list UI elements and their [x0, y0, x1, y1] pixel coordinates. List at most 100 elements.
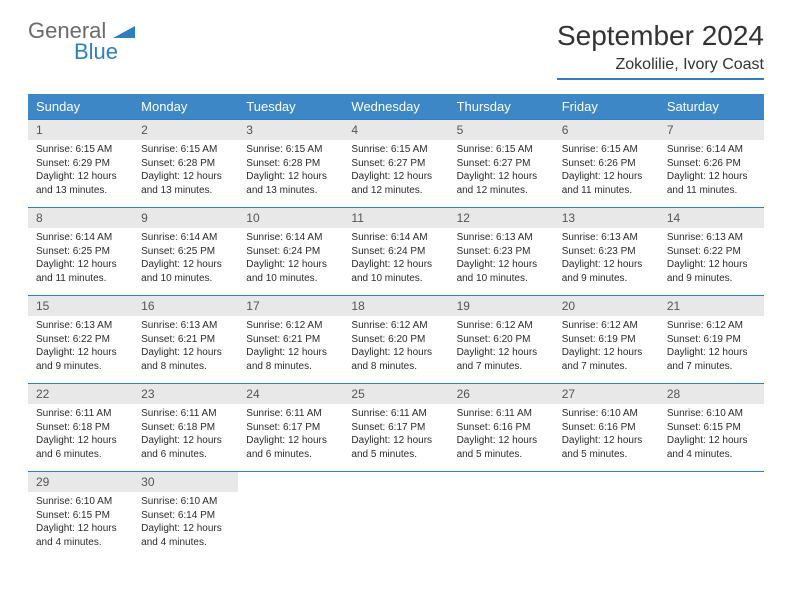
calendar-body: 1Sunrise: 6:15 AMSunset: 6:29 PMDaylight… — [28, 119, 764, 559]
sunrise-line: Sunrise: 6:13 AM — [141, 319, 230, 333]
daylight-line: Daylight: 12 hours and 13 minutes. — [246, 170, 335, 197]
day-cell: 25Sunrise: 6:11 AMSunset: 6:17 PMDayligh… — [343, 383, 448, 471]
day-info: Sunrise: 6:14 AMSunset: 6:26 PMDaylight:… — [659, 140, 764, 203]
day-info: Sunrise: 6:15 AMSunset: 6:28 PMDaylight:… — [238, 140, 343, 203]
day-number: 9 — [133, 208, 238, 228]
daylight-line: Daylight: 12 hours and 4 minutes. — [667, 434, 756, 461]
day-cell: 13Sunrise: 6:13 AMSunset: 6:23 PMDayligh… — [554, 207, 659, 295]
sunset-line: Sunset: 6:26 PM — [562, 157, 651, 171]
weekday-header: Friday — [554, 94, 659, 119]
logo-blue: Blue — [74, 41, 135, 63]
daylight-line: Daylight: 12 hours and 4 minutes. — [36, 522, 125, 549]
day-number: 18 — [343, 296, 448, 316]
sunrise-line: Sunrise: 6:13 AM — [457, 231, 546, 245]
day-info: Sunrise: 6:15 AMSunset: 6:27 PMDaylight:… — [343, 140, 448, 203]
day-number: 27 — [554, 384, 659, 404]
day-cell: 15Sunrise: 6:13 AMSunset: 6:22 PMDayligh… — [28, 295, 133, 383]
weekday-header: Sunday — [28, 94, 133, 119]
day-info: Sunrise: 6:11 AMSunset: 6:17 PMDaylight:… — [343, 404, 448, 467]
day-number: 29 — [28, 472, 133, 492]
day-number: 7 — [659, 120, 764, 140]
sunset-line: Sunset: 6:28 PM — [141, 157, 230, 171]
day-number: 15 — [28, 296, 133, 316]
sunrise-line: Sunrise: 6:14 AM — [667, 143, 756, 157]
sunrise-line: Sunrise: 6:10 AM — [667, 407, 756, 421]
sunset-line: Sunset: 6:17 PM — [351, 421, 440, 435]
daylight-line: Daylight: 12 hours and 5 minutes. — [351, 434, 440, 461]
sunset-line: Sunset: 6:24 PM — [246, 245, 335, 259]
sunset-line: Sunset: 6:15 PM — [36, 509, 125, 523]
weekday-header: Tuesday — [238, 94, 343, 119]
day-info: Sunrise: 6:14 AMSunset: 6:24 PMDaylight:… — [238, 228, 343, 291]
sunset-line: Sunset: 6:22 PM — [36, 333, 125, 347]
day-number: 2 — [133, 120, 238, 140]
empty-cell — [343, 471, 448, 559]
sunrise-line: Sunrise: 6:11 AM — [351, 407, 440, 421]
empty-cell — [238, 471, 343, 559]
day-number: 22 — [28, 384, 133, 404]
daylight-line: Daylight: 12 hours and 9 minutes. — [667, 258, 756, 285]
day-cell: 12Sunrise: 6:13 AMSunset: 6:23 PMDayligh… — [449, 207, 554, 295]
day-info: Sunrise: 6:11 AMSunset: 6:18 PMDaylight:… — [133, 404, 238, 467]
sunset-line: Sunset: 6:21 PM — [246, 333, 335, 347]
sunrise-line: Sunrise: 6:10 AM — [36, 495, 125, 509]
sunset-line: Sunset: 6:28 PM — [246, 157, 335, 171]
daylight-line: Daylight: 12 hours and 10 minutes. — [246, 258, 335, 285]
sunrise-line: Sunrise: 6:12 AM — [562, 319, 651, 333]
day-cell: 3Sunrise: 6:15 AMSunset: 6:28 PMDaylight… — [238, 119, 343, 207]
day-info: Sunrise: 6:15 AMSunset: 6:27 PMDaylight:… — [449, 140, 554, 203]
day-info: Sunrise: 6:13 AMSunset: 6:23 PMDaylight:… — [554, 228, 659, 291]
day-info: Sunrise: 6:12 AMSunset: 6:19 PMDaylight:… — [554, 316, 659, 379]
sunrise-line: Sunrise: 6:11 AM — [141, 407, 230, 421]
day-info: Sunrise: 6:15 AMSunset: 6:26 PMDaylight:… — [554, 140, 659, 203]
day-info: Sunrise: 6:12 AMSunset: 6:21 PMDaylight:… — [238, 316, 343, 379]
calendar-header-row: SundayMondayTuesdayWednesdayThursdayFrid… — [28, 94, 764, 119]
sunrise-line: Sunrise: 6:12 AM — [246, 319, 335, 333]
day-number: 25 — [343, 384, 448, 404]
calendar: SundayMondayTuesdayWednesdayThursdayFrid… — [28, 94, 764, 559]
sunset-line: Sunset: 6:22 PM — [667, 245, 756, 259]
sunrise-line: Sunrise: 6:15 AM — [562, 143, 651, 157]
empty-cell — [659, 471, 764, 559]
day-info: Sunrise: 6:13 AMSunset: 6:21 PMDaylight:… — [133, 316, 238, 379]
daylight-line: Daylight: 12 hours and 12 minutes. — [457, 170, 546, 197]
sunrise-line: Sunrise: 6:14 AM — [141, 231, 230, 245]
day-info: Sunrise: 6:13 AMSunset: 6:22 PMDaylight:… — [659, 228, 764, 291]
day-number: 8 — [28, 208, 133, 228]
daylight-line: Daylight: 12 hours and 8 minutes. — [246, 346, 335, 373]
sunset-line: Sunset: 6:15 PM — [667, 421, 756, 435]
day-number: 17 — [238, 296, 343, 316]
sunrise-line: Sunrise: 6:13 AM — [667, 231, 756, 245]
weekday-header: Wednesday — [343, 94, 448, 119]
sunrise-line: Sunrise: 6:12 AM — [457, 319, 546, 333]
daylight-line: Daylight: 12 hours and 13 minutes. — [36, 170, 125, 197]
day-cell: 1Sunrise: 6:15 AMSunset: 6:29 PMDaylight… — [28, 119, 133, 207]
header: General Blue September 2024 Zokolilie, I… — [28, 20, 764, 80]
day-number: 26 — [449, 384, 554, 404]
day-info: Sunrise: 6:11 AMSunset: 6:17 PMDaylight:… — [238, 404, 343, 467]
daylight-line: Daylight: 12 hours and 4 minutes. — [141, 522, 230, 549]
day-number: 4 — [343, 120, 448, 140]
weekday-header: Saturday — [659, 94, 764, 119]
sunset-line: Sunset: 6:20 PM — [351, 333, 440, 347]
daylight-line: Daylight: 12 hours and 5 minutes. — [457, 434, 546, 461]
sunset-line: Sunset: 6:20 PM — [457, 333, 546, 347]
day-number: 11 — [343, 208, 448, 228]
day-number: 23 — [133, 384, 238, 404]
day-info: Sunrise: 6:12 AMSunset: 6:20 PMDaylight:… — [449, 316, 554, 379]
day-number: 6 — [554, 120, 659, 140]
sunset-line: Sunset: 6:27 PM — [457, 157, 546, 171]
daylight-line: Daylight: 12 hours and 9 minutes. — [562, 258, 651, 285]
day-number: 24 — [238, 384, 343, 404]
day-cell: 18Sunrise: 6:12 AMSunset: 6:20 PMDayligh… — [343, 295, 448, 383]
sunset-line: Sunset: 6:23 PM — [562, 245, 651, 259]
daylight-line: Daylight: 12 hours and 12 minutes. — [351, 170, 440, 197]
day-cell: 24Sunrise: 6:11 AMSunset: 6:17 PMDayligh… — [238, 383, 343, 471]
daylight-line: Daylight: 12 hours and 11 minutes. — [667, 170, 756, 197]
day-cell: 21Sunrise: 6:12 AMSunset: 6:19 PMDayligh… — [659, 295, 764, 383]
daylight-line: Daylight: 12 hours and 6 minutes. — [36, 434, 125, 461]
sunset-line: Sunset: 6:18 PM — [141, 421, 230, 435]
day-info: Sunrise: 6:13 AMSunset: 6:23 PMDaylight:… — [449, 228, 554, 291]
empty-cell — [554, 471, 659, 559]
day-number: 5 — [449, 120, 554, 140]
